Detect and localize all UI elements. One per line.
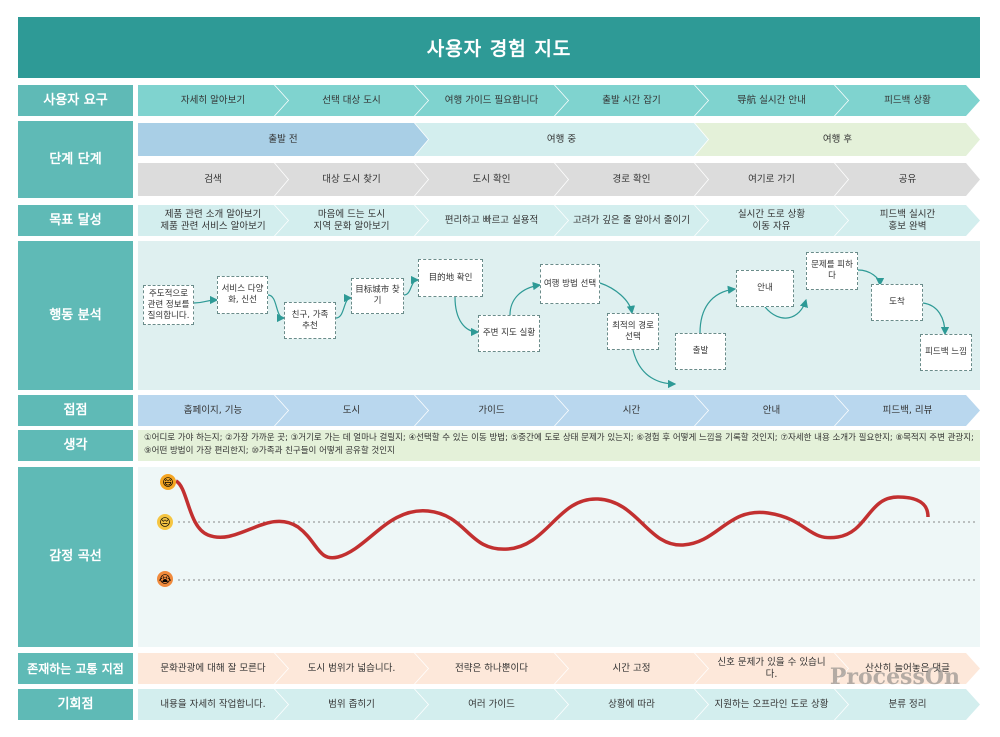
connector-arrow [764, 298, 808, 319]
row-label-stages: 단계 단계 [18, 121, 133, 198]
goal-chevron: 편리하고 빠르고 실용적 [415, 205, 568, 236]
action-node: 주변 지도 실황 [478, 315, 540, 352]
action-node: 도착 [871, 284, 923, 321]
need-chevron: 출발 시간 잡기 [555, 85, 708, 116]
connector-arrow [922, 302, 950, 336]
connector-arrow [857, 269, 885, 287]
action-node: 目的地 확인 [418, 259, 483, 297]
pain-chevron: 산산히 늘어놓은 댓글 [835, 653, 980, 684]
touchpoint-chevron: 안내 [695, 395, 848, 426]
action-node: 문제를 피하다 [806, 252, 858, 290]
action-node: 친구, 가족 추천 [284, 302, 336, 339]
need-chevron: 여행 가이드 필요합니다 [415, 85, 568, 116]
emotion-curve [174, 479, 930, 560]
action-node: 최적의 경로 선택 [607, 313, 659, 350]
action-node: 주도적으로 관련 정보를 질의합니다. [143, 285, 194, 325]
connector-arrow [699, 285, 737, 334]
phase-after: 여행 후 [695, 123, 980, 156]
row-label-thoughts: 생각 [18, 430, 133, 461]
pain-chevron: 문화관광에 대해 잘 모른다 [138, 653, 288, 684]
connector-arrow [632, 349, 677, 389]
opportunity-chevron: 내용을 자세히 작업합니다. [138, 689, 288, 720]
phase-during: 여행 중 [415, 123, 708, 156]
pain-chevron: 전략은 하나뿐이다 [415, 653, 568, 684]
goal-chevron: 실시간 도로 상황 이동 자유 [695, 205, 848, 236]
connector-arrow [267, 294, 286, 323]
touchpoint-chevron: 도시 [275, 395, 428, 426]
row-label-goals: 목표 달성 [18, 205, 133, 236]
goal-chevron: 고려가 깊은 줄 알아서 줄이기 [555, 205, 708, 236]
step-chevron: 공유 [835, 163, 980, 196]
emotion-curve-chart [174, 479, 976, 581]
connector-arrow [335, 293, 353, 319]
row-label-opportunity: 기회점 [18, 689, 133, 720]
need-chevron: 선택 대상 도시 [275, 85, 428, 116]
touchpoint-chevron: 가이드 [415, 395, 568, 426]
opportunity-chevron: 여러 가이드 [415, 689, 568, 720]
goal-chevron: 마음에 드는 도시 지역 문화 알아보기 [275, 205, 428, 236]
goal-chevron: 제품 관련 소개 알아보기 제품 관련 서비스 알아보기 [138, 205, 288, 236]
action-node: 출발 [675, 333, 726, 370]
connector-arrow [193, 295, 219, 305]
crying-face-icon: 😭 [157, 571, 173, 587]
connector-arrow [509, 281, 542, 316]
action-node: 피드백 느낌 [920, 334, 972, 371]
opportunity-chevron: 범위 좁히기 [275, 689, 428, 720]
row-label-emotion: 감정 곡선 [18, 467, 133, 647]
row-label-actions: 행동 분석 [18, 241, 133, 390]
connector-arrow [454, 296, 480, 337]
pain-chevron: 시간 고정 [555, 653, 708, 684]
step-chevron: 대상 도시 찾기 [275, 163, 428, 196]
page-title: 사용자 경험 지도 [18, 17, 980, 78]
action-node: 안내 [736, 270, 794, 307]
opportunity-chevron: 상황에 따라 [555, 689, 708, 720]
step-chevron: 여기로 가기 [695, 163, 848, 196]
touchpoint-chevron: 피드백, 리뷰 [835, 395, 980, 426]
emotion-area [138, 467, 980, 647]
pain-chevron: 도시 범위가 넓습니다. [275, 653, 428, 684]
connector-arrow [599, 282, 636, 315]
goal-chevron: 피드백 실시간 홍보 완벽 [835, 205, 980, 236]
row-label-touchpoints: 접점 [18, 395, 133, 426]
thoughts-text: ①어디로 가야 하는지; ②가장 가까운 곳; ③거기로 가는 데 얼마나 걸릴… [138, 430, 980, 461]
watermark: ProcessOn [829, 664, 960, 690]
action-node: 여행 방법 선택 [540, 264, 600, 304]
step-chevron: 도시 확인 [415, 163, 568, 196]
happy-face-icon: 😄 [160, 474, 176, 490]
action-node: 目标城市 찾기 [351, 278, 404, 314]
step-chevron: 검색 [138, 163, 288, 196]
opportunity-chevron: 분류 정리 [835, 689, 980, 720]
action-node: 서비스 다양화, 신선 [217, 276, 268, 314]
opportunity-chevron: 지원하는 오프라인 도로 상황 [695, 689, 848, 720]
phase-before: 출발 전 [138, 123, 428, 156]
neutral-face-icon: 😔 [157, 514, 173, 530]
need-chevron: 자세히 알아보기 [138, 85, 288, 116]
connector-arrow [403, 275, 420, 296]
need-chevron: 导航 실시간 안내 [695, 85, 848, 116]
row-label-pain: 존재하는 고통 지점 [18, 653, 133, 684]
touchpoint-chevron: 홈페이지, 기능 [138, 395, 288, 426]
need-chevron: 피드백 상황 [835, 85, 980, 116]
pain-chevron: 신호 문제가 있을 수 있습니다. [695, 653, 848, 684]
touchpoint-chevron: 시간 [555, 395, 708, 426]
step-chevron: 경로 확인 [555, 163, 708, 196]
row-label-needs: 사용자 요구 [18, 85, 133, 116]
